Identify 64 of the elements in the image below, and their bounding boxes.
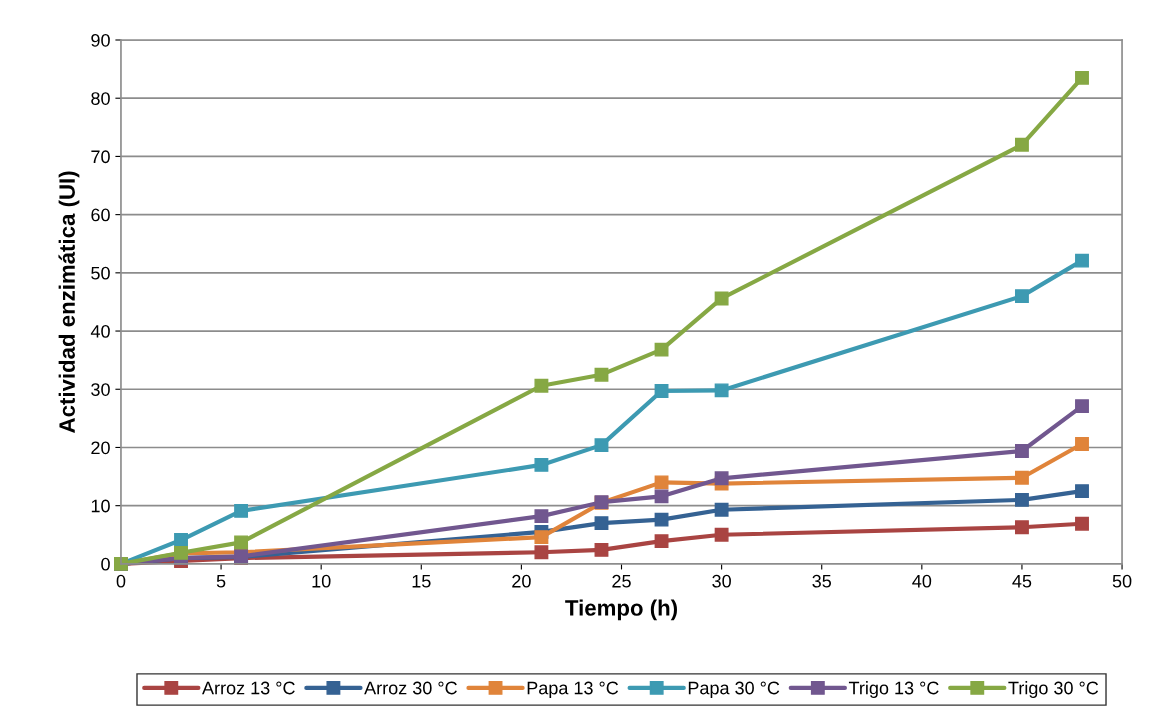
point <box>1014 470 1029 485</box>
y-tick-label: 80 <box>91 92 110 105</box>
point <box>654 342 669 357</box>
point <box>174 533 188 547</box>
y-tick-label: 20 <box>91 441 110 455</box>
x-tick-label: 10 <box>312 574 331 588</box>
y-tick-label: 50 <box>91 266 110 280</box>
x-tick-label: 5 <box>216 574 226 588</box>
point <box>1014 520 1029 535</box>
point <box>534 509 549 524</box>
point <box>1075 70 1089 85</box>
point <box>1075 399 1089 414</box>
x-tick-label: 20 <box>512 574 531 588</box>
point <box>1075 437 1089 451</box>
point <box>714 291 729 306</box>
point <box>654 512 669 527</box>
x-tick-label: 40 <box>912 574 932 588</box>
point <box>654 475 669 490</box>
point <box>234 503 249 518</box>
y-tick-label: 90 <box>91 33 110 47</box>
point <box>534 545 549 560</box>
x-tick-label: 45 <box>1012 574 1032 588</box>
point <box>1075 484 1089 499</box>
point <box>234 535 249 550</box>
legend-label: Trigo 30 °C <box>1008 681 1099 698</box>
point <box>654 384 669 398</box>
point <box>654 534 669 549</box>
y-tick-label: 30 <box>91 383 110 396</box>
point <box>1014 444 1029 458</box>
point <box>714 471 729 486</box>
point <box>534 378 549 393</box>
x-tick-label: 30 <box>712 574 731 588</box>
point <box>714 502 729 517</box>
point <box>1014 289 1029 304</box>
point <box>594 438 609 453</box>
x-tick-label: 25 <box>612 574 631 588</box>
x-tick-label: 15 <box>412 574 431 588</box>
point <box>594 367 609 382</box>
legend-label: Papa 13 °C <box>527 681 619 698</box>
y-tick-label: 70 <box>91 150 110 164</box>
y-tick-label: 60 <box>91 208 110 222</box>
point <box>1075 516 1089 531</box>
point <box>1014 137 1029 152</box>
point <box>1075 253 1089 268</box>
point <box>534 457 549 472</box>
point <box>654 489 669 504</box>
point <box>1014 492 1029 507</box>
point <box>714 383 729 398</box>
legend-label: Arroz 30 °C <box>364 681 457 695</box>
x-tick-label: 0 <box>116 574 126 588</box>
y-tick-label: 0 <box>101 557 110 571</box>
legend-label: Trigo 13 °C <box>848 681 939 698</box>
x-tick-label: 50 <box>1112 574 1132 588</box>
legend-label: Arroz 13 °C <box>202 681 295 695</box>
x-axis-title: Tiempo (h) <box>565 599 677 621</box>
point <box>534 530 549 545</box>
y-tick-label: 10 <box>91 499 110 513</box>
y-axis-title: Actividad enzimática (UI) <box>58 171 80 433</box>
y-tick-label: 40 <box>90 324 110 338</box>
point <box>714 527 729 542</box>
point <box>594 542 609 557</box>
x-tick-label: 35 <box>812 574 832 588</box>
legend-label: Papa 30 °C <box>688 681 780 698</box>
point <box>594 516 609 531</box>
